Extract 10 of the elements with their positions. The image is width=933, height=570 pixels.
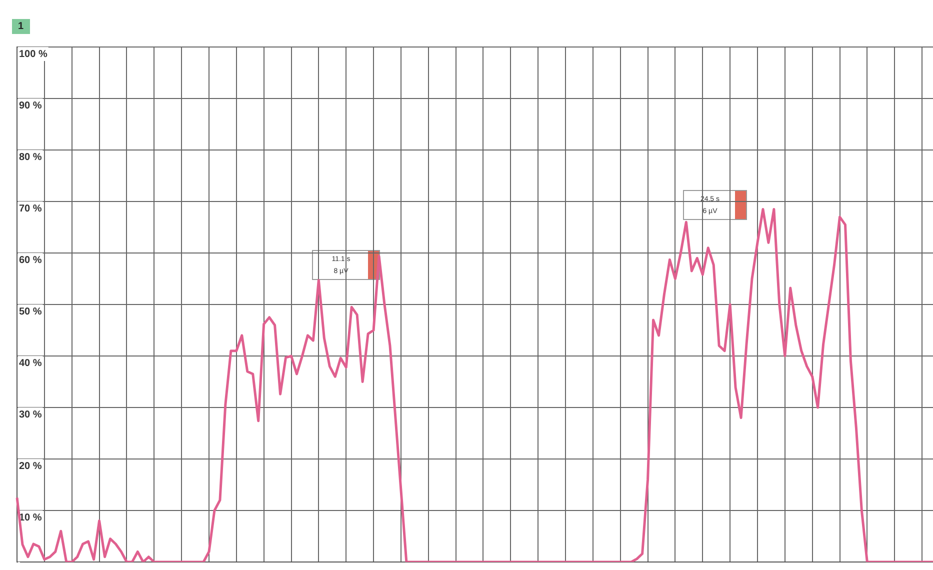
y-tick-label: 40 % <box>19 358 42 369</box>
y-tick-label: 50 % <box>19 306 42 318</box>
y-tick-label: 30 % <box>19 409 42 420</box>
y-tick-label: 20 % <box>19 460 42 472</box>
y-tick-label: 60 % <box>19 254 42 266</box>
text: 1 <box>12 19 30 34</box>
y-tick-label: 100 % <box>19 48 48 60</box>
y-tick-label: 90 % <box>19 100 42 112</box>
y-tick-label: 70 % <box>19 203 42 214</box>
y-tick-label: 80 % <box>19 152 42 163</box>
